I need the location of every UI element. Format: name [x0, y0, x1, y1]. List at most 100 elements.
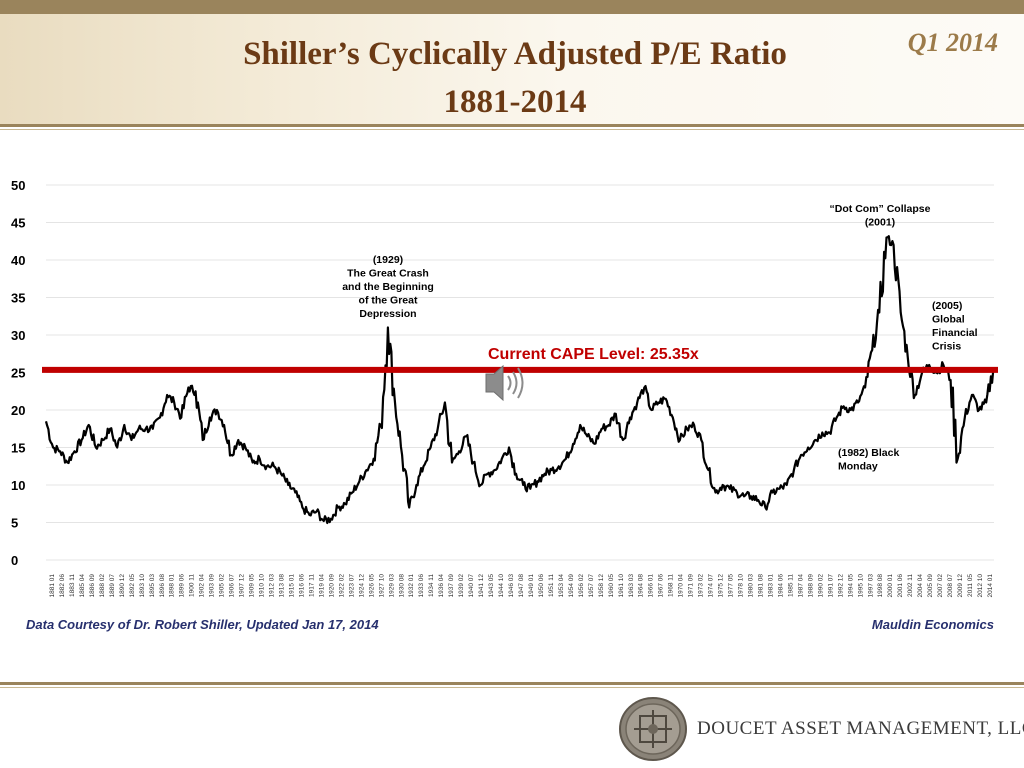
x-tick-label: 1903 09 [209, 574, 216, 598]
x-tick-label: 1968 11 [668, 574, 675, 597]
chart-series-group [44, 235, 995, 525]
x-tick-label: 1883 11 [69, 574, 76, 597]
x-tick-label: 1943 05 [488, 574, 495, 598]
x-tick-label: 1932 01 [408, 574, 415, 598]
x-tick-label: 1997 03 [867, 574, 874, 598]
x-tick-label: 2011 05 [967, 574, 974, 597]
x-tick-label: 1981 08 [757, 574, 764, 598]
x-tick-label: 1909 05 [249, 574, 256, 598]
x-tick-label: 1913 08 [279, 574, 286, 598]
x-tick-label: 1916 06 [298, 574, 305, 598]
x-axis-tick-labels: 1881 01 1882 06 1883 11 1885 04 1886 09 1888 … [49, 574, 994, 598]
x-tick-label: 1960 05 [608, 574, 615, 598]
slide-title: Shiller’s Cyclically Adjusted P/E Ratio … [130, 30, 900, 126]
x-tick-label: 1964 08 [638, 574, 645, 598]
y-tick-label: 35 [11, 291, 25, 306]
speaker-icon[interactable] [485, 364, 524, 402]
x-tick-label: 1905 02 [219, 574, 226, 598]
x-tick-label: 1881 01 [49, 574, 56, 598]
x-tick-label: 1937 09 [448, 574, 455, 598]
x-tick-label: 1898 01 [169, 574, 176, 598]
x-tick-label: 1992 12 [837, 574, 844, 598]
annotation-2001-dot-com: “Dot Com” Collapse (2001) [830, 203, 931, 229]
x-tick-label: 1926 05 [368, 574, 375, 598]
x-tick-label: 1977 05 [728, 574, 735, 598]
x-tick-label: 1923 07 [348, 574, 355, 598]
header-divider-thin [0, 129, 1024, 130]
x-tick-label: 1893 10 [139, 574, 146, 598]
y-tick-label: 20 [11, 403, 25, 418]
x-tick-label: 1907 12 [239, 574, 246, 598]
coin-logo [619, 697, 687, 761]
chart-annotations: (1929) The Great Crash and the Beginning of… [342, 203, 977, 473]
x-tick-label: 1927 10 [378, 574, 385, 598]
brand-note: Mauldin Economics [871, 617, 994, 632]
x-tick-label: 1930 08 [398, 574, 405, 598]
annotation-line: (1929) [373, 254, 403, 266]
x-tick-label: 1896 08 [159, 574, 166, 598]
x-tick-label: 1975 12 [718, 574, 725, 598]
x-tick-label: 2007 02 [937, 574, 944, 598]
y-tick-label: 45 [11, 216, 25, 231]
x-tick-label: 1912 03 [269, 574, 276, 598]
x-tick-label: 2009 12 [957, 574, 964, 598]
x-tick-label: 1971 09 [688, 574, 695, 598]
x-tick-label: 1900 11 [189, 574, 196, 597]
x-tick-label: 1995 10 [857, 574, 864, 598]
chart-grid [46, 184, 994, 561]
x-tick-label: 1919 04 [318, 574, 325, 598]
x-tick-label: 1980 03 [748, 574, 755, 598]
footer-divider [0, 682, 1024, 685]
company-name: DOUCET ASSET MANAGEMENT, LLC [697, 718, 1024, 739]
x-tick-label: 1966 01 [648, 574, 655, 598]
x-tick-label: 1956 02 [578, 574, 585, 598]
top-accent-bar [0, 0, 1024, 14]
x-tick-label: 1944 10 [498, 574, 505, 598]
x-tick-label: 1990 02 [817, 574, 824, 598]
x-tick-label: 1933 06 [418, 574, 425, 598]
x-tick-label: 1936 04 [438, 574, 445, 598]
annotation-line: Crisis [932, 341, 961, 353]
x-tick-label: 1957 07 [588, 574, 595, 598]
x-tick-label: 1895 03 [149, 574, 156, 598]
x-tick-label: 1974 07 [708, 574, 715, 598]
annotation-line: “Dot Com” Collapse [830, 203, 931, 215]
annotation-line: (1982) Black [838, 447, 899, 459]
slide-title-line2: 1881-2014 [443, 84, 587, 120]
x-tick-label: 1902 04 [199, 574, 206, 598]
x-tick-label: 1920 09 [328, 574, 335, 598]
y-tick-label: 40 [11, 253, 25, 268]
x-tick-label: 1978 10 [738, 574, 745, 598]
x-tick-label: 1939 02 [458, 574, 465, 598]
quarter-label: Q1 2014 [907, 28, 998, 57]
y-tick-label: 5 [11, 516, 18, 531]
y-axis-tick-labels: 0 5 10 15 20 25 30 35 40 45 50 [11, 178, 25, 568]
reference-line-group: Current CAPE Level: 25.35x [42, 346, 998, 373]
x-tick-label: 1954 09 [568, 574, 575, 598]
x-tick-label: 1906 07 [229, 574, 236, 598]
x-tick-label: 2014 01 [987, 574, 994, 598]
x-tick-label: 1973 02 [698, 574, 705, 598]
x-tick-label: 1961 10 [618, 574, 625, 598]
annotation-1929-crash: (1929) The Great Crash and the Beginning of… [342, 254, 434, 320]
x-tick-label: 1984 06 [777, 574, 784, 598]
annotation-line: Financial [932, 327, 978, 339]
x-tick-label: 2008 07 [947, 574, 954, 598]
annotation-line: The Great Crash [347, 268, 429, 280]
x-tick-label: 1899 06 [179, 574, 186, 598]
x-tick-label: 1967 06 [658, 574, 665, 598]
annotation-line: Global [932, 314, 965, 326]
x-tick-label: 1910 10 [259, 574, 266, 598]
x-tick-label: 1929 03 [388, 574, 395, 598]
x-tick-label: 1951 11 [548, 574, 555, 597]
x-tick-label: 1983 01 [767, 574, 774, 598]
x-tick-label: 1988 09 [807, 574, 814, 598]
annotation-line: and the Beginning [342, 281, 434, 293]
header-divider [0, 124, 1024, 127]
y-tick-label: 10 [11, 478, 25, 493]
x-tick-label: 1987 04 [797, 574, 804, 598]
y-tick-label: 30 [11, 328, 25, 343]
slide-title-line1: Shiller’s Cyclically Adjusted P/E Ratio [243, 36, 787, 72]
data-source-note: Data Courtesy of Dr. Robert Shiller, Upd… [26, 617, 379, 632]
x-tick-label: 1882 06 [59, 574, 66, 598]
